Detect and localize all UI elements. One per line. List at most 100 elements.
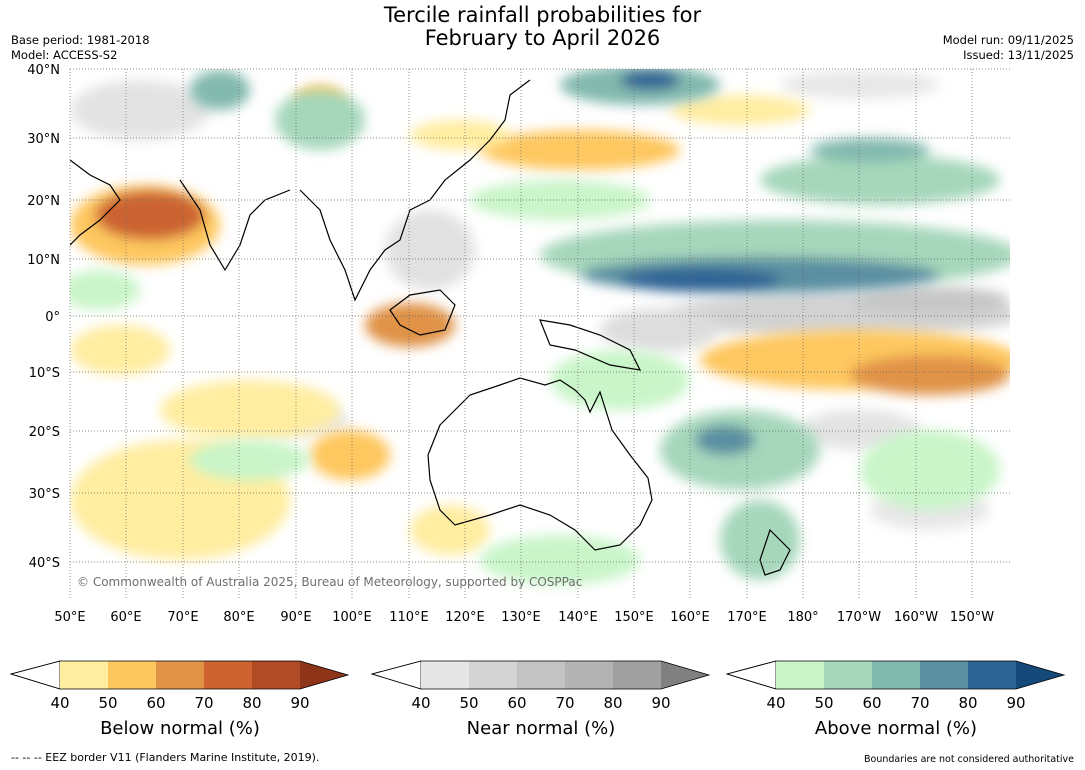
legend-caption: Above normal (%) — [814, 718, 978, 739]
legend-swatch — [300, 661, 348, 689]
lon-label: 150°E — [614, 610, 654, 625]
model-run: Model run: 09/11/2025 — [942, 33, 1074, 47]
legend-swatch — [872, 661, 920, 689]
legend-swatch — [204, 661, 252, 689]
rainfall-map: 40°N 30°N 20°N 10°N 0° 10°S 20°S 30°S 40… — [27, 63, 1010, 625]
legend-swatch — [469, 661, 517, 689]
colorbar-swatches — [60, 661, 348, 689]
colorbar-below: 40 50 60 70 80 90 — [9, 660, 350, 712]
colorbar-swatches — [776, 661, 1064, 689]
lon-label: 140°E — [558, 610, 598, 625]
model-name: Model: ACCESS-S2 — [11, 48, 118, 62]
title-line-2: February to April 2026 — [424, 26, 661, 50]
lat-label: 10°N — [27, 253, 60, 268]
legend-tick: 90 — [651, 694, 670, 712]
lat-label: 30°N — [27, 132, 60, 147]
meta-right: Model run: 09/11/2025 Issued: 13/11/2025 — [943, 33, 1074, 63]
legend-swatch — [968, 661, 1016, 689]
lon-label: 180° — [787, 610, 818, 625]
legend-swatch — [252, 661, 300, 689]
lon-label: 100°E — [332, 610, 372, 625]
legend-swatch — [421, 661, 469, 689]
australia-coast — [427, 377, 653, 551]
lon-label: 90°E — [280, 610, 311, 625]
issued-date: Issued: 13/11/2025 — [963, 48, 1074, 62]
arabia-coast — [70, 159, 121, 246]
colorbar-outline — [725, 660, 1066, 690]
title-line-1: Tercile rainfall probabilities for — [383, 3, 702, 27]
legend-tick: 80 — [958, 694, 977, 712]
legend-tick: 40 — [411, 694, 430, 712]
legend-above-normal: 40 50 60 70 80 90 Above normal (%) — [725, 658, 1066, 739]
lon-label: 170°W — [837, 610, 881, 625]
eez-border-note: -- -- -- EEZ border V11 (Flanders Marine… — [11, 751, 320, 764]
legend-swatch — [824, 661, 872, 689]
lon-label: 110°E — [389, 610, 429, 625]
legend-tick: 80 — [242, 694, 261, 712]
new-zealand-coast — [759, 528, 791, 576]
legend-tick: 70 — [194, 694, 213, 712]
legend-swatch — [661, 661, 709, 689]
legend-swatch — [776, 661, 824, 689]
legend-tick: 50 — [814, 694, 833, 712]
lon-label: 160°W — [894, 610, 938, 625]
lon-label: 60°E — [110, 610, 141, 625]
lat-label: 30°S — [29, 487, 60, 502]
legend-tick: 80 — [603, 694, 622, 712]
new-guinea-coast — [539, 319, 642, 371]
copyright-notice: © Commonwealth of Australia 2025, Bureau… — [77, 575, 582, 589]
legend-swatch — [565, 661, 613, 689]
china-coast — [429, 79, 531, 201]
legend-tick: 70 — [555, 694, 574, 712]
legend-swatch — [1016, 661, 1064, 689]
legend-swatch — [920, 661, 968, 689]
legend-tick: 50 — [98, 694, 117, 712]
legend-caption: Near normal (%) — [466, 718, 616, 739]
colorbar-low-cap — [370, 660, 422, 690]
base-period: Base period: 1981-2018 — [11, 33, 150, 47]
legend-tick: 60 — [146, 694, 165, 712]
legend-tick: 40 — [50, 694, 69, 712]
lat-label: 40°N — [27, 63, 60, 78]
legend-swatch — [517, 661, 565, 689]
legend-tick: 50 — [459, 694, 478, 712]
legend-tick: 90 — [290, 694, 309, 712]
lat-label: 10°S — [29, 366, 60, 381]
legend-swatch — [60, 661, 108, 689]
lon-label: 80°E — [223, 610, 254, 625]
coastlines — [70, 79, 791, 576]
meta-left: Base period: 1981-2018 Model: ACCESS-S2 — [11, 33, 150, 63]
lon-label: 170°E — [727, 610, 767, 625]
colorbar-low-cap — [725, 660, 777, 690]
legend-swatch — [156, 661, 204, 689]
lat-label: 0° — [45, 310, 60, 325]
legend-tick: 90 — [1006, 694, 1025, 712]
legend-swatch — [108, 661, 156, 689]
colorbar-swatches — [421, 661, 709, 689]
legend-tick: 60 — [862, 694, 881, 712]
colorbar-outline — [370, 660, 711, 690]
legend-swatch — [613, 661, 661, 689]
india-coast — [179, 179, 291, 272]
lat-label: 40°S — [29, 556, 60, 571]
legend-tick: 60 — [507, 694, 526, 712]
lon-label: 130°E — [501, 610, 541, 625]
legend-near-normal: 40 50 60 70 80 90 Near normal (%) — [370, 658, 711, 739]
lon-label: 70°E — [167, 610, 198, 625]
legend-below-normal: 40 50 60 70 80 90 Below normal (%) — [9, 658, 350, 739]
colorbar-near: 40 50 60 70 80 90 — [370, 660, 711, 712]
colorbar-above: 40 50 60 70 80 90 — [725, 660, 1066, 712]
lon-label: 50°E — [54, 610, 85, 625]
lon-label: 120°E — [445, 610, 485, 625]
map-title: Tercile rainfall probabilities for Febru… — [0, 4, 1085, 50]
probability-fields — [70, 69, 1010, 585]
borneo-coast — [389, 289, 456, 336]
lat-label: 20°S — [29, 425, 60, 440]
legend-tick: 40 — [766, 694, 785, 712]
colorbar-outline — [9, 660, 350, 690]
colorbar-low-cap — [9, 660, 61, 690]
lat-label: 20°N — [27, 194, 60, 209]
lon-label: 160°E — [670, 610, 710, 625]
boundaries-disclaimer: Boundaries are not considered authoritat… — [864, 754, 1074, 765]
legend-caption: Below normal (%) — [100, 718, 260, 739]
